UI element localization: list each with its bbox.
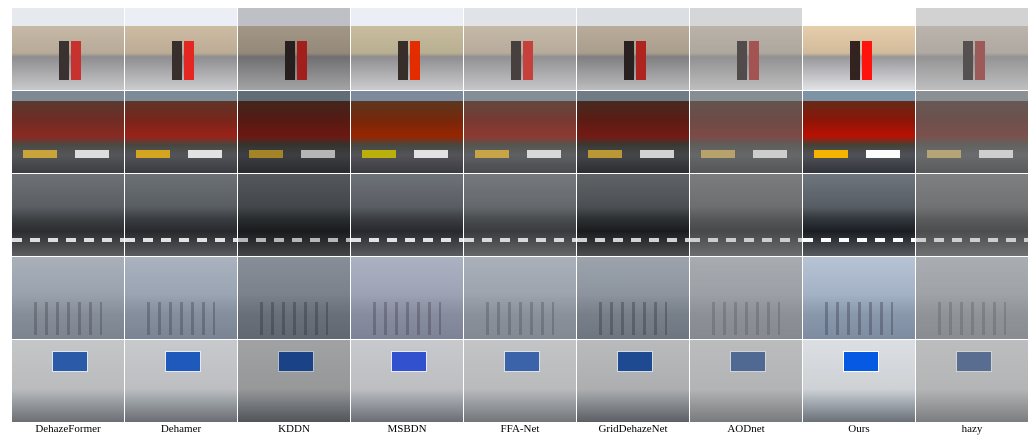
result-image xyxy=(803,174,915,256)
result-image xyxy=(125,91,237,173)
result-image xyxy=(238,91,350,173)
result-image xyxy=(464,91,576,173)
result-image xyxy=(577,8,689,90)
method-label: KDDN xyxy=(278,423,310,435)
result-image xyxy=(125,340,237,422)
method-label: hazy xyxy=(961,423,983,435)
result-image xyxy=(464,174,576,256)
result-image xyxy=(690,8,802,90)
result-image xyxy=(916,91,1028,173)
method-label: DehazeFormer xyxy=(35,423,101,435)
result-image xyxy=(916,257,1028,339)
result-image xyxy=(238,174,350,256)
result-image xyxy=(577,340,689,422)
result-image xyxy=(464,257,576,339)
result-image xyxy=(351,340,463,422)
result-image xyxy=(803,340,915,422)
result-image xyxy=(12,8,124,90)
result-image xyxy=(464,340,576,422)
method-label: MSBDN xyxy=(387,423,427,435)
result-image xyxy=(12,91,124,173)
result-image xyxy=(690,340,802,422)
method-label: Ours xyxy=(848,423,870,435)
result-image xyxy=(916,174,1028,256)
result-image xyxy=(125,174,237,256)
result-image xyxy=(690,257,802,339)
result-image xyxy=(464,8,576,90)
result-image xyxy=(238,340,350,422)
result-image xyxy=(577,174,689,256)
method-label: GridDehazeNet xyxy=(598,423,668,435)
result-image xyxy=(238,8,350,90)
result-image xyxy=(916,8,1028,90)
result-image xyxy=(12,257,124,339)
result-image xyxy=(12,340,124,422)
method-label: FFA-Net xyxy=(500,423,540,435)
result-image xyxy=(12,174,124,256)
result-image xyxy=(351,174,463,256)
result-image xyxy=(125,257,237,339)
result-image xyxy=(351,8,463,90)
result-image xyxy=(916,340,1028,422)
result-image xyxy=(690,91,802,173)
result-image xyxy=(803,91,915,173)
result-image xyxy=(351,91,463,173)
result-image xyxy=(238,257,350,339)
result-image xyxy=(351,257,463,339)
result-image xyxy=(125,8,237,90)
result-image xyxy=(690,174,802,256)
result-image xyxy=(577,91,689,173)
method-label: AODnet xyxy=(727,423,765,435)
result-image xyxy=(577,257,689,339)
result-image xyxy=(803,257,915,339)
result-image xyxy=(803,8,915,90)
method-label: Dehamer xyxy=(160,423,202,435)
